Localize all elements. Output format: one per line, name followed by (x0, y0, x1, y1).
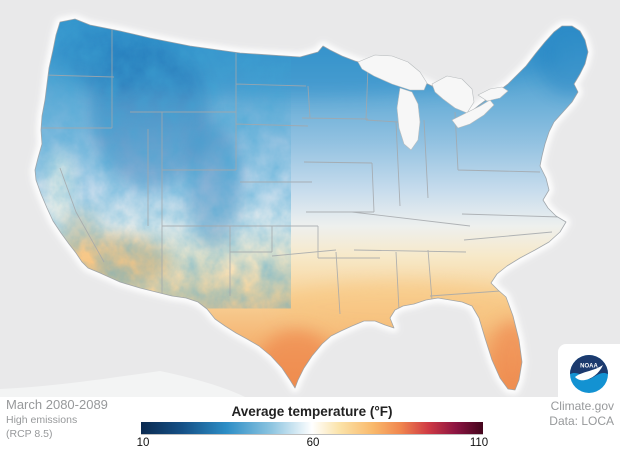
colorbar-tick-min: 10 (136, 437, 150, 449)
site-label[interactable]: Climate.gov (550, 399, 614, 413)
period-label: March 2080-2089 (6, 397, 108, 412)
lake-huron (431, 75, 475, 114)
temperature-colorbar (141, 422, 483, 434)
scenario-annotation: March 2080-2089 High emissions (RCP 8.5) (6, 397, 108, 442)
noaa-logo-text: NOAA (580, 364, 598, 370)
colorbar-tick-mid: 60 (306, 437, 320, 449)
scenario-label: High emissions (6, 414, 78, 427)
scenario-detail-label: (RCP 8.5) (6, 427, 53, 440)
lake-michigan (396, 87, 421, 151)
lake-superior (357, 54, 428, 91)
great-lakes (357, 54, 509, 151)
lake-ontario (477, 86, 509, 102)
data-source-label: Data: LOCA (549, 414, 614, 428)
state-borders (36, 26, 561, 315)
map-edge-highlight (0, 371, 245, 397)
lake-erie (451, 99, 495, 129)
noaa-logo-icon: NOAA (570, 355, 608, 393)
source-annotation: Climate.gov Data: LOCA (549, 399, 614, 429)
legend-title: Average temperature (°F) (231, 404, 393, 419)
colorbar-tick-max: 110 (469, 437, 489, 449)
noaa-logo[interactable]: NOAA (558, 344, 620, 402)
